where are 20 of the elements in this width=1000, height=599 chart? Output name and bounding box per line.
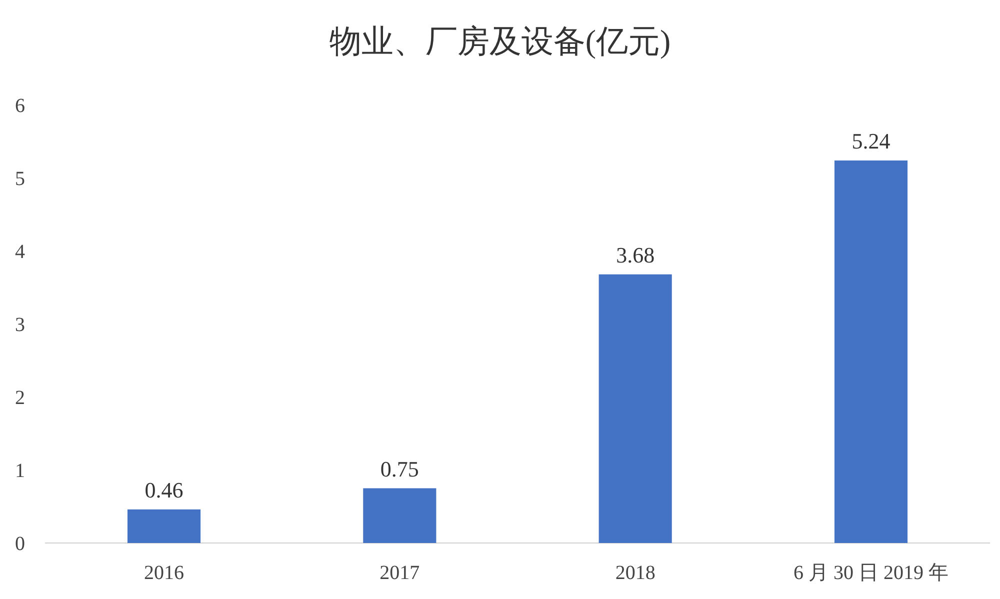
x-tick-label: 2017 [380, 562, 420, 584]
y-tick-label: 4 [15, 241, 25, 263]
x-tick-label: 2018 [615, 562, 656, 584]
y-tick-label: 0 [15, 533, 25, 555]
data-label: 0.75 [380, 456, 419, 482]
bar [598, 274, 672, 543]
x-tick-label: 2016 [144, 562, 184, 584]
y-tick-label: 5 [15, 168, 25, 190]
bar [363, 488, 436, 543]
x-tick-label: 6 月 30 日 2019 年 [793, 562, 948, 584]
data-label: 3.68 [616, 242, 655, 268]
data-label: 0.46 [144, 477, 184, 502]
bar [834, 160, 908, 543]
y-tick-label: 2 [15, 387, 25, 409]
chart-title: 物业、厂房及设备(亿元) [329, 23, 671, 59]
bar [127, 509, 201, 543]
y-tick-label: 1 [15, 460, 25, 482]
y-tick-label: 3 [15, 314, 25, 336]
data-label: 5.24 [852, 128, 890, 154]
y-tick-label: 6 [15, 95, 25, 117]
